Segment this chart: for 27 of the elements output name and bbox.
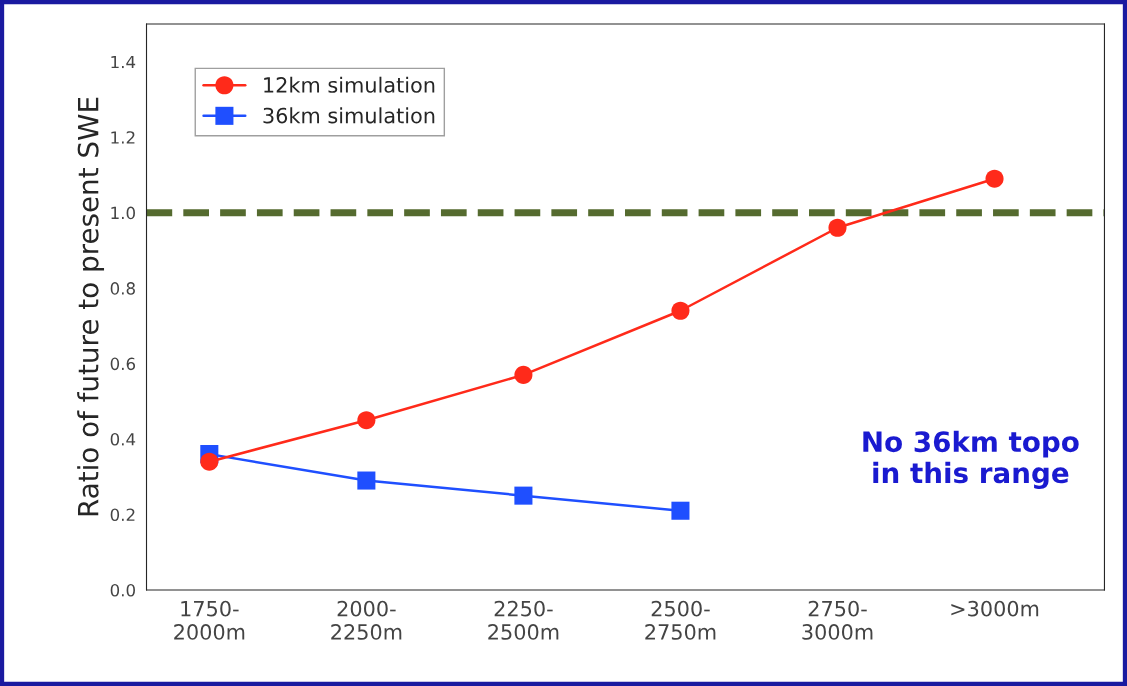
x-tick-label: 1750- 2000m <box>174 600 245 640</box>
y-tick-label: 1.4 <box>111 55 136 69</box>
point <box>671 301 690 320</box>
y-tick-label: 0.6 <box>110 357 136 371</box>
point <box>828 218 847 237</box>
point <box>514 365 533 384</box>
point <box>200 452 219 471</box>
point <box>985 169 1004 188</box>
point <box>357 411 376 430</box>
x-tick-label: >3000m <box>951 600 1039 617</box>
point <box>357 471 376 490</box>
y-tick-label: 1.2 <box>111 131 135 144</box>
point <box>514 486 533 505</box>
x-tick-label: 2000- 2250m <box>331 600 402 640</box>
y-tick-label: 0.4 <box>110 433 136 446</box>
legend-label: 36km simulation <box>263 107 435 124</box>
y-tick-label: 1.0 <box>111 206 135 220</box>
x-tick-label: 2750- 3000m <box>802 600 873 640</box>
annotation: No 36km topo in this range <box>863 430 1079 489</box>
x-tick-label: 2250- 2500m <box>488 600 559 640</box>
x-tick-label: 2500- 2750m <box>645 600 716 640</box>
y-tick-label: 0.0 <box>110 583 135 597</box>
legend-label: 12km simulation <box>264 76 435 93</box>
point <box>671 501 690 520</box>
y-axis-title: Ratio of future to present SWE <box>77 97 105 516</box>
y-tick-label: 0.8 <box>110 282 135 295</box>
y-tick-label: 0.2 <box>110 508 135 522</box>
